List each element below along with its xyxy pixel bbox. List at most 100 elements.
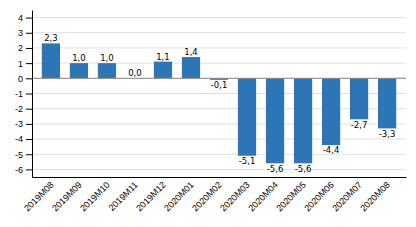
grid-line [32, 93, 406, 94]
grid-line [32, 17, 406, 18]
x-tick-label: 2020M01 [162, 180, 196, 214]
x-tick: 2020M07 [330, 180, 364, 214]
x-tick-label: 2020M05 [274, 180, 308, 214]
y-tick-label: -2 [15, 104, 23, 114]
x-tick: 2020M03 [218, 180, 252, 214]
bar [98, 63, 116, 78]
x-axis: 2019M082019M092019M102019M112019M122020M… [22, 178, 406, 214]
y-tick-mark [26, 48, 32, 49]
y-tick: 4 [18, 13, 32, 23]
bar [266, 78, 284, 163]
bar [294, 78, 312, 163]
data-label: 1,1 [156, 52, 170, 62]
data-label: 0,0 [128, 68, 142, 78]
grid-line [32, 108, 406, 109]
y-axis: -6 -5 -4 -3 -2 -1 0 1 2 3 4 [15, 11, 33, 178]
x-tick-label: 2020M08 [358, 180, 392, 214]
bar [350, 78, 368, 119]
x-tick-label: 2020M06 [302, 180, 336, 214]
bar [378, 78, 396, 128]
grid-line [32, 32, 406, 33]
data-label: 1,0 [72, 53, 86, 63]
bar [42, 43, 60, 78]
x-tick: 2020M01 [162, 180, 196, 214]
y-tick-label: -3 [15, 119, 23, 129]
plot: 2,3 1,0 1,0 0,0 1,1 1,4 -0,1 -5,1 -5,6 -5,6 -4,4 -2… [15, 11, 407, 214]
y-tick: 0 [18, 74, 32, 84]
x-axis-line [33, 177, 407, 178]
y-tick-mark [26, 78, 32, 79]
y-tick-label: 2 [18, 43, 23, 53]
y-tick-label: 3 [18, 28, 23, 38]
x-tick: 2020M05 [274, 180, 308, 214]
bar [154, 62, 172, 79]
y-tick: -1 [15, 89, 32, 99]
zero-line [32, 78, 406, 79]
y-tick: -3 [15, 119, 32, 129]
x-tick-label: 2020M04 [246, 180, 280, 214]
grid-line [32, 154, 406, 155]
y-tick-label: -5 [15, 150, 23, 160]
y-tick-mark [26, 154, 32, 155]
y-tick-mark [26, 63, 32, 64]
bar [238, 78, 256, 155]
x-tick-label: 2020M02 [190, 180, 224, 214]
data-label: -4,4 [323, 145, 340, 155]
y-tick: -4 [15, 134, 32, 144]
data-label: 2,3 [44, 33, 58, 43]
y-tick-label: 1 [18, 59, 23, 69]
bar [70, 63, 88, 78]
x-tick: 2020M02 [190, 180, 224, 214]
grid-line [32, 47, 406, 48]
y-tick: 2 [18, 43, 32, 53]
data-label: -5,1 [239, 156, 256, 166]
y-tick: 1 [18, 59, 32, 69]
y-tick-label: -1 [15, 89, 23, 99]
grid-line [32, 63, 406, 64]
x-tick: 2020M06 [302, 180, 336, 214]
data-label: 1,0 [100, 53, 114, 63]
x-tick: 2019M12 [134, 180, 168, 214]
y-tick-label: 4 [18, 13, 23, 23]
grid-line [32, 169, 406, 170]
x-tick: 2019M08 [22, 180, 56, 214]
x-tick-label: 2020M07 [330, 180, 364, 214]
x-tick: 2020M08 [358, 180, 392, 214]
x-tick: 2019M10 [78, 180, 112, 214]
y-tick: -2 [15, 104, 32, 114]
y-tick-mark [26, 94, 32, 95]
bar [182, 57, 200, 78]
y-tick-label: -4 [15, 134, 23, 144]
x-tick: 2020M04 [246, 180, 280, 214]
y-tick-mark [26, 18, 32, 19]
y-tick-mark [26, 124, 32, 125]
y-tick-mark [26, 139, 32, 140]
data-label: -0,1 [211, 80, 228, 90]
y-tick-mark [26, 109, 32, 110]
x-tick-label: 2019M08 [22, 180, 56, 214]
data-label: -2,7 [351, 120, 368, 130]
data-label: -3,3 [379, 129, 396, 139]
grid-line [32, 139, 406, 140]
bars [42, 43, 396, 163]
data-label: -5,6 [295, 164, 312, 174]
data-label: 1,4 [184, 47, 198, 57]
chart: 2,3 1,0 1,0 0,0 1,1 1,4 -0,1 -5,1 -5,6 -5,6 -4,4 -2… [0, 0, 416, 227]
y-tick-mark [26, 169, 32, 170]
y-tick: -5 [15, 150, 32, 160]
grid [32, 18, 406, 170]
x-tick-label: 2019M09 [50, 180, 84, 214]
grid-line [32, 78, 406, 79]
x-tick-label: 2019M10 [78, 180, 112, 214]
data-labels: 2,3 1,0 1,0 0,0 1,1 1,4 -0,1 -5,1 -5,6 -5,6 -4,4 -2… [44, 33, 395, 173]
y-tick-label: -6 [15, 165, 23, 175]
y-tick-label: 0 [18, 74, 23, 84]
y-tick: -6 [15, 165, 32, 175]
data-label: -5,6 [267, 164, 284, 174]
y-tick: 3 [18, 28, 32, 38]
x-tick-label: 2020M03 [218, 180, 252, 214]
x-tick-label: 2019M12 [134, 180, 168, 214]
y-tick-mark [26, 33, 32, 34]
y-axis-line [32, 11, 33, 178]
bar [322, 78, 340, 145]
